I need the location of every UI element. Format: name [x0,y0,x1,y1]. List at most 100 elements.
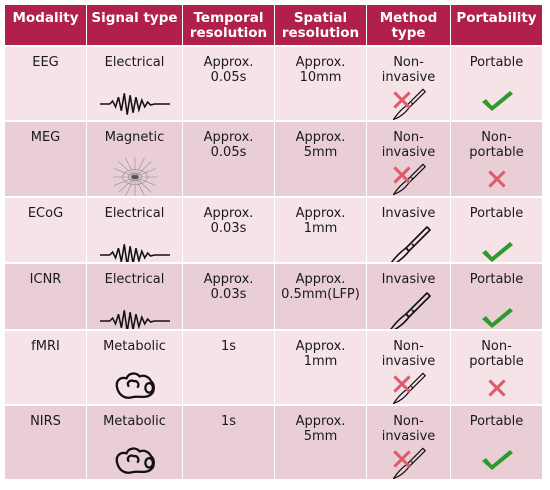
header-method: Method type [367,5,451,47]
check-icon [480,448,514,472]
modality-label: ICNR [29,272,62,287]
header-method-line2: type [391,25,426,41]
header-modality: Modality [5,5,87,47]
cell-spatial-resolution: Approx. 10mm [275,47,367,122]
cell-spatial-resolution: Approx. 5mm [275,122,367,198]
signal-type-label: Metabolic [103,339,166,354]
cell-modality: ECoG [5,198,87,264]
cell-temporal-resolution: Approx. 0.03s [183,198,275,264]
check-icon [480,89,514,113]
header-signal-type-label: Signal type [91,10,178,26]
cell-method-type: Non-invasive [367,47,451,122]
cross-icon [484,375,510,401]
scalpel-crossed-icon [387,371,431,405]
cell-temporal-resolution: Approx. 0.05s [183,47,275,122]
header-signal-type: Signal type [87,5,183,47]
method-type-line2: invasive [381,354,436,369]
scalpel-crossed-icon [387,162,431,196]
cross-icon [484,166,510,192]
cell-signal-type: Magnetic [87,122,183,198]
spatial-resolution-line1: Approx. [295,339,346,354]
cell-temporal-resolution: 1s [183,331,275,406]
spatial-resolution-line1: Approx. [295,206,346,221]
header-portability-label: Portability [456,10,537,26]
cell-spatial-resolution: Approx. 5mm [275,406,367,481]
method-type-line2: invasive [381,145,436,160]
scalpel-icon [387,224,431,264]
portability-line2: portable [469,354,524,369]
method-type-line2: invasive [381,429,436,444]
cell-portability: Portable [451,264,543,331]
modality-label: ECoG [27,206,64,221]
cell-spatial-resolution: Approx. 0.5mm(LFP) [275,264,367,331]
scalpel-icon [387,290,431,331]
cell-temporal-resolution: Approx. 0.05s [183,122,275,198]
portability-line1: Portable [469,272,524,287]
cell-modality: EEG [5,47,87,122]
scalpel-crossed-icon [387,446,431,480]
cell-signal-type: Metabolic [87,331,183,406]
spatial-resolution-line1: Approx. [295,130,346,145]
cell-temporal-resolution: 1s [183,406,275,481]
metabolic-icon [111,369,159,401]
portability-line2: portable [469,145,524,160]
cell-portability: Portable [451,406,543,481]
temporal-resolution-line2: 0.03s [210,221,247,236]
wave-icon [100,242,170,264]
cell-method-type: Non-invasive [367,122,451,198]
method-type-line1: Non- [393,339,424,354]
cell-method-type: Invasive [367,264,451,331]
method-type-line1: Non- [393,414,424,429]
temporal-resolution-line2: 0.03s [210,287,247,302]
portability-line1: Portable [469,414,524,429]
cross-icon [389,162,415,192]
cell-modality: NIRS [5,406,87,481]
modality-label: MEG [30,130,61,145]
cell-method-type: Invasive [367,198,451,264]
cell-modality: fMRI [5,331,87,406]
spatial-resolution-line2: 10mm [299,70,342,85]
comparison-table: Modality Signal type Temporal resolution … [5,4,543,481]
cell-method-type: Non-invasive [367,331,451,406]
temporal-resolution-line1: Approx. [203,55,254,70]
header-temporal-line1: Temporal [193,10,264,26]
cell-portability: Non-portable [451,331,543,406]
modality-label: fMRI [31,339,60,354]
check-icon [480,306,514,330]
temporal-resolution-line1: Approx. [203,272,254,287]
cell-signal-type: Electrical [87,198,183,264]
cell-modality: MEG [5,122,87,198]
modality-label: EEG [32,55,59,70]
cell-signal-type: Electrical [87,47,183,122]
signal-type-label: Electrical [104,55,165,70]
signal-type-label: Metabolic [103,414,166,429]
portability-line1: Non- [481,339,512,354]
spatial-resolution-line2: 1mm [303,354,338,369]
temporal-resolution-line1: 1s [220,414,237,429]
header-method-line1: Method [379,10,438,26]
cell-signal-type: Electrical [87,264,183,331]
header-spatial-line1: Spatial [293,10,348,26]
cross-icon [389,87,415,117]
spatial-resolution-line2: 1mm [303,221,338,236]
temporal-resolution-line2: 0.05s [210,70,247,85]
signal-type-label: Electrical [104,272,165,287]
spatial-resolution-line1: Approx. [295,55,346,70]
cell-modality: ICNR [5,264,87,331]
cell-portability: Non-portable [451,122,543,198]
cell-signal-type: Metabolic [87,406,183,481]
cross-icon [389,371,415,401]
scalpel-crossed-icon [387,87,431,121]
spatial-resolution-line2: 5mm [303,145,338,160]
cross-icon [389,446,415,476]
modality-label: NIRS [30,414,61,429]
spatial-resolution-line2: 5mm [303,429,338,444]
header-temporal-line2: resolution [189,25,268,41]
signal-type-label: Magnetic [104,130,165,145]
portability-line1: Portable [469,206,524,221]
method-type-line2: invasive [381,70,436,85]
cell-spatial-resolution: Approx. 1mm [275,331,367,406]
header-spatial-line2: resolution [281,25,360,41]
spatial-resolution-line1: Approx. [295,414,346,429]
spatial-resolution-line2: 0.5mm(LFP) [281,287,360,302]
